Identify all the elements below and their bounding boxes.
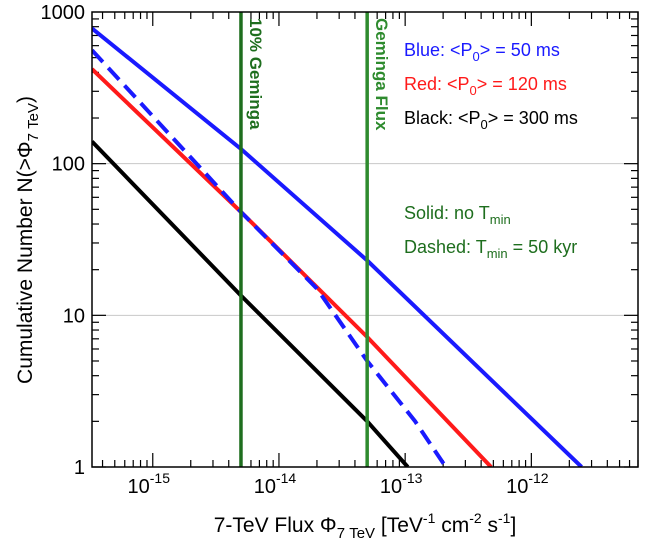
x-tick-label: 10-14 <box>254 470 297 498</box>
y-tick-label: 10 <box>63 305 85 327</box>
series-line <box>92 67 493 467</box>
x-axis-label-unit: [TeV <box>375 514 423 537</box>
style-note-sub: min <box>487 246 508 261</box>
legend-entry-sub: 0 <box>481 117 488 132</box>
y-tick-label: 100 <box>52 154 85 176</box>
legend-entry-prefix: Blue: <P <box>404 40 473 60</box>
x-tick-label: 10-15 <box>128 470 171 498</box>
x-tick-label-base: 10 <box>506 476 528 498</box>
x-tick-label-base: 10 <box>128 476 150 498</box>
style-note: Dashed: Tmin = 50 kyr <box>404 237 577 261</box>
reference-lines: 10% Geminga Geminga Flux <box>239 12 391 467</box>
legend-entry: Blue: <P0> = 50 ms <box>404 40 560 64</box>
x-axis-label: 7-TeV Flux Φ7 TeV [TeV-1 cm-2 s-1] <box>214 510 517 542</box>
y-axis-label-suffix: ) <box>14 96 37 103</box>
legend-entry: Black: <P0> = 300 ms <box>404 108 578 132</box>
x-axis-label-s: s <box>482 514 498 537</box>
x-tick-labels: 10-15 10-14 10-13 10-12 <box>128 470 549 498</box>
style-note-prefix: Dashed: T <box>404 237 487 257</box>
gridlines <box>92 163 638 316</box>
x-axis-label-prefix: 7-TeV Flux Φ <box>214 514 337 537</box>
x-axis-label-exp3: -1 <box>498 510 511 526</box>
series-line <box>92 140 410 467</box>
series-line <box>92 48 448 467</box>
x-axis-label-exp2: -2 <box>469 510 482 526</box>
reference-line-label: Geminga Flux <box>372 18 391 131</box>
y-axis-label-sub: 7 TeV <box>25 103 42 141</box>
legend-entry-sub: 0 <box>470 83 477 98</box>
x-tick-label-exp: -13 <box>402 470 422 486</box>
style-note-prefix: Solid: no T <box>404 203 490 223</box>
x-axis-label-cm: cm <box>435 514 469 537</box>
legend-entry-sub: 0 <box>473 49 480 64</box>
plot-frame <box>91 11 639 468</box>
legend-entry-prefix: Red: <P <box>404 74 470 94</box>
style-note: Solid: no Tmin <box>404 203 511 227</box>
style-note-suffix: = 50 kyr <box>508 237 578 257</box>
legend-entry-suffix: > = 50 ms <box>480 40 560 60</box>
x-tick-label-exp: -14 <box>276 470 296 486</box>
y-axis-label: Cumulative Number N(>Φ7 TeV) <box>14 96 42 384</box>
x-tick-label: 10-12 <box>506 470 549 498</box>
legend-entry: Red: <P0> = 120 ms <box>404 74 567 98</box>
y-tick-label: 1 <box>74 457 85 479</box>
x-tick-label-exp: -15 <box>150 470 170 486</box>
x-tick-label-exp: -12 <box>528 470 548 486</box>
style-note-sub: min <box>490 212 511 227</box>
x-axis-label-sub: 7 TeV <box>337 525 375 542</box>
x-tick-label-base: 10 <box>254 476 276 498</box>
y-tick-label: 1000 <box>41 2 86 24</box>
y-tick-labels: 1 10 100 1000 <box>41 2 86 479</box>
x-axis-label-exp1: -1 <box>423 510 436 526</box>
legend-entry-suffix: > = 120 ms <box>477 74 567 94</box>
x-tick-label-base: 10 <box>380 476 402 498</box>
y-axis-label-prefix: Cumulative Number N(>Φ <box>14 141 37 384</box>
legend-entry-prefix: Black: <P <box>404 108 481 128</box>
x-tick-label: 10-13 <box>380 470 423 498</box>
data-series <box>92 26 583 467</box>
legend-entry-suffix: > = 300 ms <box>488 108 578 128</box>
x-axis-label-close: ] <box>510 514 516 537</box>
series-line <box>92 26 583 467</box>
reference-line-label: 10% Geminga <box>246 18 265 130</box>
